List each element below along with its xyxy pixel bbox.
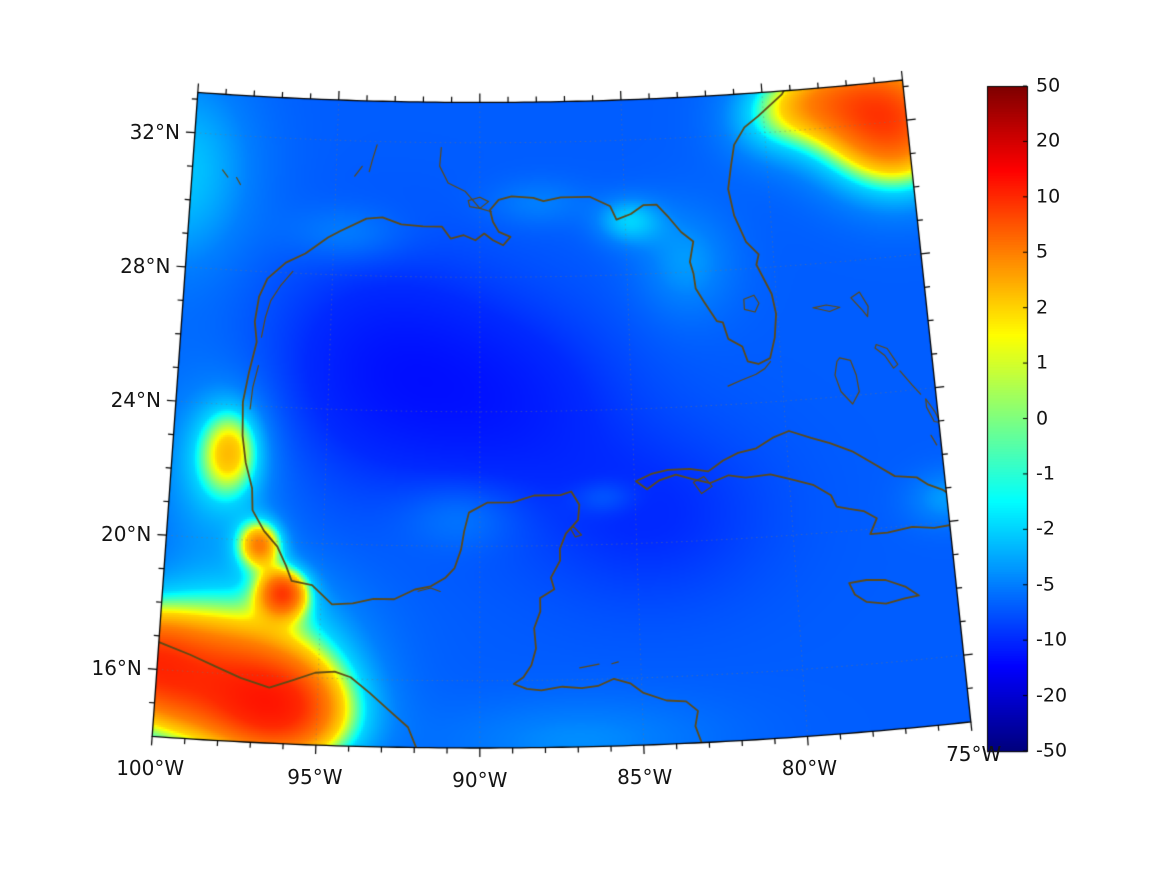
figure: 100°W 95°W 90°W 85°W 80°W 75°W 16°N 20°N 24°N 28°… xyxy=(0,0,1167,875)
map-plot-canvas xyxy=(0,0,1167,875)
